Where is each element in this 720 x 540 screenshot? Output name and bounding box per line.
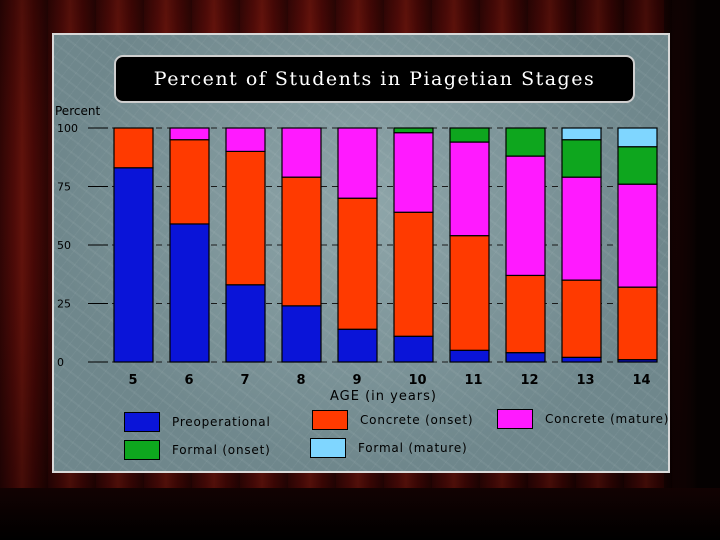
legend-item-concrete-mature: Concrete (mature) — [497, 409, 669, 429]
y-tick-label: 25 — [57, 298, 71, 311]
bar-segment — [169, 127, 210, 141]
y-tick-label: 75 — [57, 181, 71, 194]
bar-segment — [617, 146, 658, 185]
y-tick-label: 50 — [57, 239, 71, 252]
bar-segment — [505, 127, 546, 157]
bar-segment — [617, 286, 658, 361]
bar-segment — [561, 127, 602, 141]
bar-segment — [281, 127, 322, 178]
y-tick-label: 100 — [57, 122, 78, 135]
bar-segment — [505, 274, 546, 354]
bar-segment — [505, 352, 546, 363]
curtain-shadow — [664, 0, 720, 540]
bar-segment — [393, 211, 434, 337]
bar-segment — [281, 305, 322, 363]
bar-segment — [393, 132, 434, 213]
bar-segment — [393, 127, 434, 134]
x-tick-label: 6 — [185, 373, 194, 388]
bar-segment — [337, 328, 378, 363]
bar-segment — [225, 284, 266, 363]
bar-segment — [225, 127, 266, 152]
chart-title: Percent of Students in Piagetian Stages — [153, 68, 596, 90]
legend-label: Concrete (onset) — [360, 413, 474, 427]
bar-segment — [113, 167, 154, 363]
bar-segment — [449, 127, 490, 143]
bar-segment — [169, 223, 210, 363]
bar-segment — [169, 139, 210, 225]
x-tick-label: 13 — [577, 373, 595, 388]
legend-swatch — [310, 438, 346, 458]
y-tick-label: 0 — [57, 356, 64, 369]
y-axis-label: Percent — [55, 104, 100, 118]
legend-swatch — [497, 409, 533, 429]
bar-segment — [393, 335, 434, 363]
x-tick-label: 10 — [409, 373, 427, 388]
bar-segment — [337, 197, 378, 330]
stage-floor — [0, 488, 720, 540]
bar-segment — [281, 176, 322, 307]
legend-item-formal-mature: Formal (mature) — [310, 438, 468, 458]
legend-label: Preoperational — [172, 415, 271, 429]
bar-segment — [225, 150, 266, 286]
x-tick-label: 8 — [297, 373, 306, 388]
legend-item-concrete-onset: Concrete (onset) — [312, 410, 473, 430]
legend-label: Concrete (mature) — [545, 412, 670, 426]
bar-segment — [561, 176, 602, 281]
legend-label: Formal (onset) — [172, 443, 271, 457]
bar-segment — [561, 279, 602, 358]
bar-segment — [113, 127, 154, 169]
bar-segment — [561, 356, 602, 363]
x-tick-label: 12 — [521, 373, 539, 388]
bar-segment — [617, 183, 658, 288]
legend-swatch — [312, 410, 348, 430]
bar-segment — [449, 349, 490, 363]
x-tick-label: 11 — [465, 373, 483, 388]
legend-swatch — [124, 412, 160, 432]
x-tick-label: 9 — [353, 373, 362, 388]
chart-title-box: Percent of Students in Piagetian Stages — [114, 55, 635, 103]
x-axis-label: AGE (in years) — [330, 389, 437, 404]
legend-swatch — [124, 440, 160, 460]
x-tick-label: 14 — [633, 373, 651, 388]
legend-item-preoperational: Preoperational — [124, 412, 271, 432]
legend-label: Formal (mature) — [358, 441, 468, 455]
legend-item-formal-onset: Formal (onset) — [124, 440, 271, 460]
bar-segment — [449, 235, 490, 351]
x-tick-label: 7 — [241, 373, 250, 388]
bar-segment — [337, 127, 378, 199]
bar-segment — [561, 139, 602, 178]
x-tick-label: 5 — [129, 373, 138, 388]
bar-segment — [505, 155, 546, 277]
bar-segment — [449, 141, 490, 237]
bar-segment — [617, 127, 658, 148]
